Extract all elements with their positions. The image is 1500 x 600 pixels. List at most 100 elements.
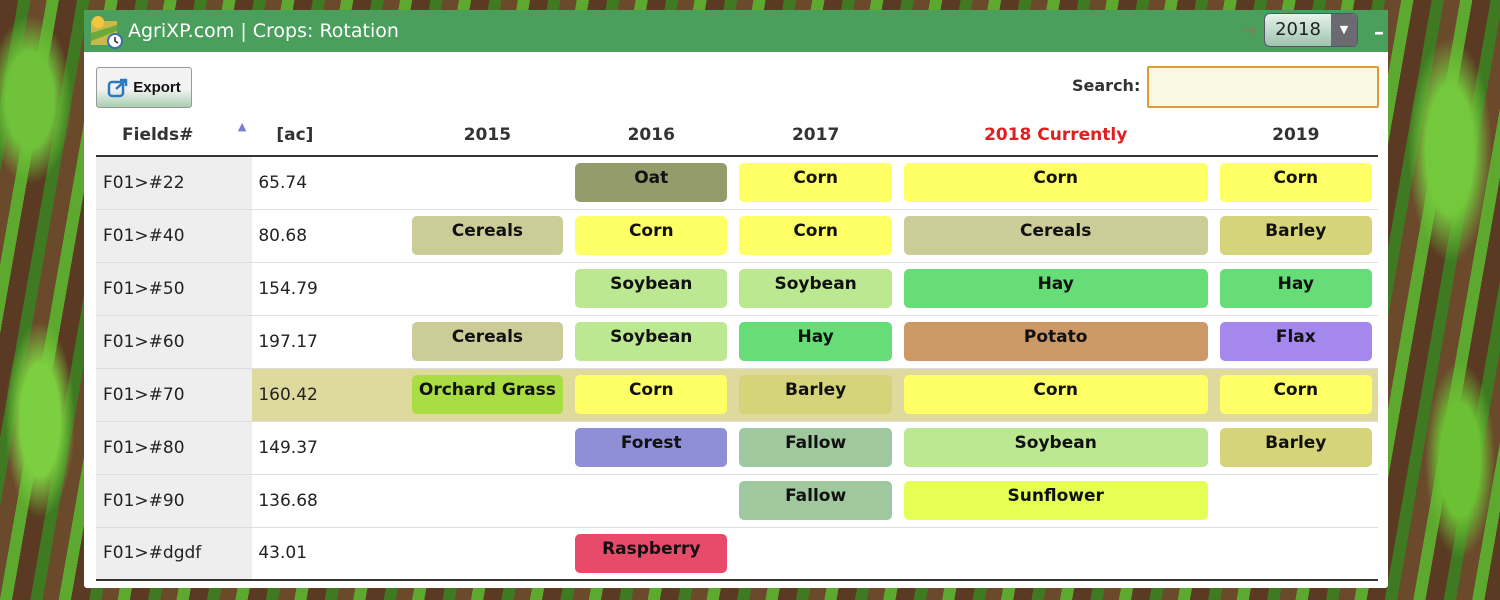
crop-cell: Flax bbox=[1213, 315, 1378, 369]
table-row[interactable]: F01>#70 160.42 Orchard Grass Corn Barley Corn… bbox=[96, 368, 1378, 422]
crop-chip[interactable]: Soybean bbox=[575, 322, 728, 361]
crop-cell: Corn bbox=[897, 368, 1214, 422]
export-label: Export bbox=[133, 79, 181, 96]
crop-chip[interactable]: Corn bbox=[903, 375, 1208, 414]
app-title: AgriXP.com | Crops: Rotation bbox=[128, 20, 399, 42]
sort-asc-icon[interactable]: ▲ bbox=[237, 120, 247, 133]
field-cell[interactable]: F01>#80 bbox=[96, 421, 253, 475]
crop-chip[interactable]: Soybean bbox=[739, 269, 892, 308]
crop-chip[interactable]: Oat bbox=[575, 163, 728, 203]
crop-chip[interactable]: Fallow bbox=[739, 481, 892, 520]
crop-chip[interactable]: Soybean bbox=[903, 428, 1208, 467]
crop-chip[interactable]: Corn bbox=[739, 216, 892, 255]
minimize-button[interactable]: – bbox=[1374, 20, 1384, 44]
crop-chip[interactable]: Forest bbox=[575, 428, 728, 467]
crop-chip[interactable]: Flax bbox=[1219, 322, 1372, 361]
column-header-fields[interactable]: Fields# ▲ bbox=[96, 114, 253, 157]
field-cell[interactable]: F01>#50 bbox=[96, 262, 253, 316]
table-row[interactable]: F01>#60 197.17 Cereals Soybean Hay Potato Flax bbox=[96, 315, 1378, 369]
crop-cell: Soybean bbox=[569, 315, 734, 369]
crop-cell: Orchard Grass bbox=[405, 368, 570, 422]
crop-chip[interactable]: Corn bbox=[903, 163, 1208, 203]
crop-chip[interactable]: Cereals bbox=[411, 322, 564, 361]
crop-chip[interactable]: Corn bbox=[739, 163, 892, 203]
crop-chip[interactable]: Raspberry bbox=[575, 533, 728, 573]
field-cell[interactable]: F01>#40 bbox=[96, 209, 253, 263]
table-row[interactable]: F01>#90 136.68 Fallow Sunflower bbox=[96, 474, 1378, 528]
crop-cell bbox=[733, 527, 898, 581]
field-cell[interactable]: F01>#60 bbox=[96, 315, 253, 369]
crop-cell: Hay bbox=[1213, 262, 1378, 316]
column-header-2018-current[interactable]: 2018 Currently bbox=[897, 114, 1214, 157]
table-row[interactable]: F01>#40 80.68 Cereals Corn Corn Cereals Barley bbox=[96, 209, 1378, 263]
acres-cell: 65.74 bbox=[252, 156, 406, 210]
crop-cell: Corn bbox=[897, 156, 1214, 210]
crop-chip[interactable]: Barley bbox=[739, 375, 892, 414]
table-row[interactable]: F01>#50 154.79 Soybean Soybean Hay Hay bbox=[96, 262, 1378, 316]
panel-header: AgriXP.com | Crops: Rotation ➜ 2018 ▼ – bbox=[84, 10, 1388, 52]
crop-chip[interactable]: Hay bbox=[903, 269, 1208, 308]
crop-chip[interactable]: Cereals bbox=[903, 216, 1208, 255]
table-row[interactable]: F01>#80 149.37 Forest Fallow Soybean Barley bbox=[96, 421, 1378, 475]
crop-chip[interactable]: Orchard Grass bbox=[411, 375, 564, 414]
crop-cell: Cereals bbox=[897, 209, 1214, 263]
field-cell[interactable]: F01>#dgdf bbox=[96, 527, 253, 581]
field-cell[interactable]: F01>#70 bbox=[96, 368, 253, 422]
crop-chip[interactable]: Corn bbox=[1219, 163, 1372, 203]
arrow-right-icon: ➜ bbox=[1241, 18, 1258, 42]
crop-chip[interactable]: Cereals bbox=[411, 216, 564, 255]
crop-cell bbox=[405, 421, 570, 475]
crop-cell: Cereals bbox=[405, 315, 570, 369]
crop-chip[interactable]: Corn bbox=[575, 216, 728, 255]
agrixp-logo-icon bbox=[88, 13, 124, 49]
crop-cell bbox=[405, 156, 570, 210]
crop-cell: Barley bbox=[1213, 209, 1378, 263]
table-row[interactable]: F01>#dgdf 43.01 Raspberry bbox=[96, 527, 1378, 581]
crop-cell: Corn bbox=[1213, 368, 1378, 422]
crop-rotation-panel: AgriXP.com | Crops: Rotation ➜ 2018 ▼ – … bbox=[84, 10, 1388, 588]
external-link-icon bbox=[107, 78, 128, 97]
crop-cell: Forest bbox=[569, 421, 734, 475]
crop-cell bbox=[405, 474, 570, 528]
field-cell[interactable]: F01>#90 bbox=[96, 474, 253, 528]
crop-chip[interactable]: Hay bbox=[1219, 269, 1372, 308]
crop-cell bbox=[897, 527, 1214, 581]
crop-chip[interactable]: Corn bbox=[575, 375, 728, 414]
column-header-2019[interactable]: 2019 bbox=[1213, 114, 1378, 157]
crop-cell bbox=[569, 474, 734, 528]
crop-cell: Corn bbox=[733, 156, 898, 210]
crop-chip[interactable]: Corn bbox=[1219, 375, 1372, 414]
column-header-2017[interactable]: 2017 bbox=[733, 114, 898, 157]
crop-cell: Corn bbox=[1213, 156, 1378, 210]
column-header-2015[interactable]: 2015 bbox=[405, 114, 570, 157]
chevron-down-icon: ▼ bbox=[1331, 14, 1357, 46]
crop-cell: Hay bbox=[733, 315, 898, 369]
crop-cell: Soybean bbox=[897, 421, 1214, 475]
field-cell[interactable]: F01>#22 bbox=[96, 156, 253, 210]
acres-cell: 154.79 bbox=[252, 262, 406, 316]
crop-chip[interactable]: Potato bbox=[903, 322, 1208, 361]
crop-chip[interactable]: Fallow bbox=[739, 428, 892, 467]
year-value: 2018 bbox=[1275, 19, 1321, 40]
acres-cell: 149.37 bbox=[252, 421, 406, 475]
crop-chip[interactable]: Sunflower bbox=[903, 481, 1208, 520]
year-select[interactable]: 2018 ▼ bbox=[1264, 13, 1358, 47]
crop-cell bbox=[1213, 527, 1378, 581]
crop-cell: Soybean bbox=[733, 262, 898, 316]
crop-cell: Cereals bbox=[405, 209, 570, 263]
crop-cell: Barley bbox=[733, 368, 898, 422]
table-row[interactable]: F01>#22 65.74 Oat Corn Corn Corn bbox=[96, 156, 1378, 210]
crop-chip[interactable]: Hay bbox=[739, 322, 892, 361]
export-button[interactable]: Export bbox=[96, 67, 192, 108]
column-header-2016[interactable]: 2016 bbox=[569, 114, 734, 157]
crop-chip[interactable]: Soybean bbox=[575, 269, 728, 308]
crop-cell: Oat bbox=[569, 156, 734, 210]
crop-chip[interactable]: Barley bbox=[1219, 428, 1372, 467]
search-input[interactable] bbox=[1147, 66, 1379, 108]
column-header-acres[interactable]: [ac] bbox=[252, 114, 406, 157]
acres-cell: 197.17 bbox=[252, 315, 406, 369]
crop-chip[interactable]: Barley bbox=[1219, 216, 1372, 255]
crop-cell: Corn bbox=[569, 368, 734, 422]
crop-cell: Raspberry bbox=[569, 527, 734, 581]
acres-cell: 43.01 bbox=[252, 527, 406, 581]
